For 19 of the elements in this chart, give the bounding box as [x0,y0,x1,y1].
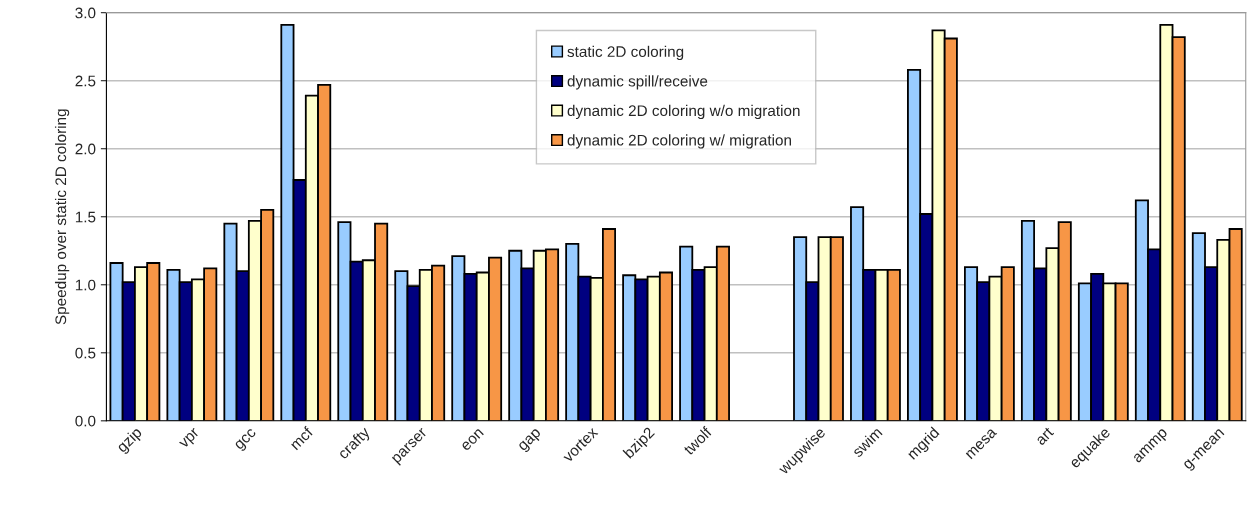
x-tick-label: eon [461,428,484,452]
x-tick-label: gcc [234,427,259,453]
x-tick-label: vpr [178,427,202,451]
x-tick-label: gzip [115,426,145,456]
y-axis-title: Speedup over static 2D coloring [54,109,70,325]
y-tick-label: 0.0 [75,415,96,427]
y-tick-label: 0.5 [75,347,96,359]
legend-label: dynamic 2D coloring w/ migration [567,134,791,149]
legend-label: dynamic 2D coloring w/o migration [567,104,800,120]
x-tick-label: art [1035,426,1055,446]
y-tick-label: 2.0 [75,143,96,155]
legend-label: dynamic spill/receive [567,75,708,90]
y-tick-label: 1.5 [75,211,96,223]
legend-label: static 2D coloring [567,45,684,61]
x-tick-label: mcf [289,425,314,451]
y-tick-label: 2.5 [75,75,96,87]
y-tick-label: 1.0 [75,279,96,291]
x-tick-label: gap [518,428,544,454]
y-tick-label: 3.0 [75,7,96,19]
